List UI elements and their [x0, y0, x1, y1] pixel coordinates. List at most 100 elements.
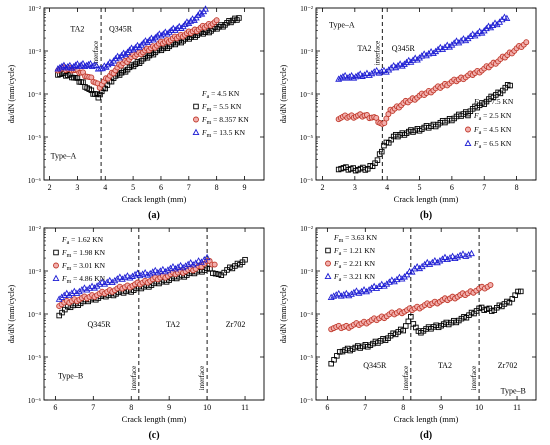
legend-marker — [53, 262, 59, 269]
legend-entry: Fm = 13.5 KN — [201, 128, 246, 139]
data-point — [86, 284, 93, 291]
data-point — [118, 275, 126, 282]
legend-label: = 2.5 KN — [481, 111, 512, 120]
data-point — [446, 254, 454, 261]
data-point — [212, 270, 219, 277]
data-point — [454, 253, 462, 260]
x-axis-label: Crack length (mm) — [394, 414, 459, 424]
data-point — [207, 266, 213, 272]
data-point — [131, 270, 139, 278]
legend-marker — [192, 128, 200, 136]
data-point — [375, 282, 383, 289]
y-tick-label: 10⁻² — [300, 225, 313, 233]
x-tick-label: 10 — [203, 403, 211, 412]
legend-entry: Fa = 4.5 KN — [473, 125, 512, 136]
x-tick-label: 2 — [320, 183, 324, 192]
legend-marker — [324, 272, 332, 280]
x-tick-label: 6 — [53, 403, 57, 412]
data-point — [337, 292, 345, 299]
data-point — [368, 69, 376, 77]
legend-subscript: m — [339, 238, 344, 244]
data-point — [433, 258, 441, 266]
data-point — [98, 278, 106, 285]
y-tick-label: 10⁻⁴ — [300, 311, 314, 319]
region-label: TA2 — [70, 25, 84, 34]
data-point — [144, 271, 152, 278]
data-point — [203, 253, 211, 261]
y-axis-label: da/dN (mm/cycle) — [7, 64, 16, 123]
data-point — [327, 293, 335, 301]
data-point — [68, 289, 76, 296]
series-square — [328, 288, 524, 367]
data-point — [106, 276, 114, 284]
data-point — [413, 56, 421, 63]
data-point — [429, 49, 437, 57]
legend-symbol: F — [201, 102, 207, 111]
legend-entry: Fa = 1.21 KN — [333, 246, 376, 257]
data-point — [58, 62, 66, 70]
panel-b: 10⁻⁶ 10⁻⁵ 10⁻⁴ 10⁻³ 10⁻² 2 3 4 5 6 7 8 Crack length … — [279, 5, 537, 221]
region-label: TA2 — [358, 44, 372, 53]
data-point — [163, 30, 171, 37]
data-point — [169, 263, 177, 270]
y-tick-label: 10⁻⁵ — [28, 354, 42, 362]
data-point — [88, 282, 96, 289]
legend-symbol: F — [473, 125, 479, 134]
legend-entry: Fm = 1.98 KN — [61, 248, 106, 259]
data-point — [202, 5, 209, 12]
legend-symbol: F — [333, 246, 339, 255]
x-tick-label: 8 — [215, 183, 219, 192]
x-tick-label: 9 — [243, 183, 247, 192]
x-tick-label: 8 — [129, 403, 133, 412]
data-point — [73, 289, 81, 296]
region-label: Q345R — [87, 320, 111, 329]
data-point — [65, 291, 73, 298]
y-tick-label: 10⁻⁴ — [28, 311, 42, 319]
panel-label: (b) — [420, 210, 432, 221]
x-axis-label: Crack length (mm) — [122, 194, 187, 204]
data-point — [55, 295, 63, 302]
data-point — [451, 254, 459, 262]
data-point — [166, 264, 174, 272]
y-tick-label: 10⁻³ — [28, 268, 41, 276]
data-point — [411, 265, 419, 272]
data-point — [418, 262, 426, 270]
data-point — [56, 312, 62, 319]
x-tick-label: 7 — [187, 183, 191, 192]
data-point — [434, 45, 442, 53]
data-point — [75, 287, 83, 295]
legend-symbol: F — [333, 272, 339, 281]
legend-label: = 3.21 KN — [341, 272, 375, 281]
series-triangle — [54, 5, 209, 72]
data-point — [403, 270, 411, 278]
data-point — [88, 87, 95, 94]
data-point — [523, 39, 530, 46]
data-point — [126, 274, 134, 281]
legend-label: = 4.86 KN — [71, 274, 105, 283]
region-label: TA2 — [438, 361, 452, 370]
x-tick-label: 8 — [401, 403, 405, 412]
data-point — [431, 256, 439, 264]
y-tick-label: 10⁻⁴ — [300, 91, 314, 99]
y-tick-label: 10⁻⁴ — [28, 91, 42, 99]
legend-symbol: F — [473, 139, 479, 148]
data-point — [70, 287, 78, 295]
legend-label: = 3.01 KN — [71, 261, 105, 270]
data-point — [444, 255, 451, 263]
region-label: Type–B — [501, 387, 526, 396]
data-point — [335, 289, 343, 297]
data-point — [348, 71, 356, 79]
data-point — [177, 24, 185, 31]
y-tick-label: 10⁻⁶ — [300, 397, 314, 405]
region-label: Q345R — [392, 44, 416, 53]
data-point — [64, 62, 72, 70]
y-tick-label: 10⁻⁶ — [28, 397, 42, 405]
data-point — [111, 276, 119, 284]
legend-value: = 4.5 KN — [209, 89, 240, 98]
data-point — [96, 280, 104, 287]
data-point — [85, 60, 93, 68]
data-point — [370, 282, 378, 290]
x-tick-label: 9 — [439, 403, 443, 412]
data-point — [380, 282, 388, 289]
data-point — [358, 287, 365, 295]
